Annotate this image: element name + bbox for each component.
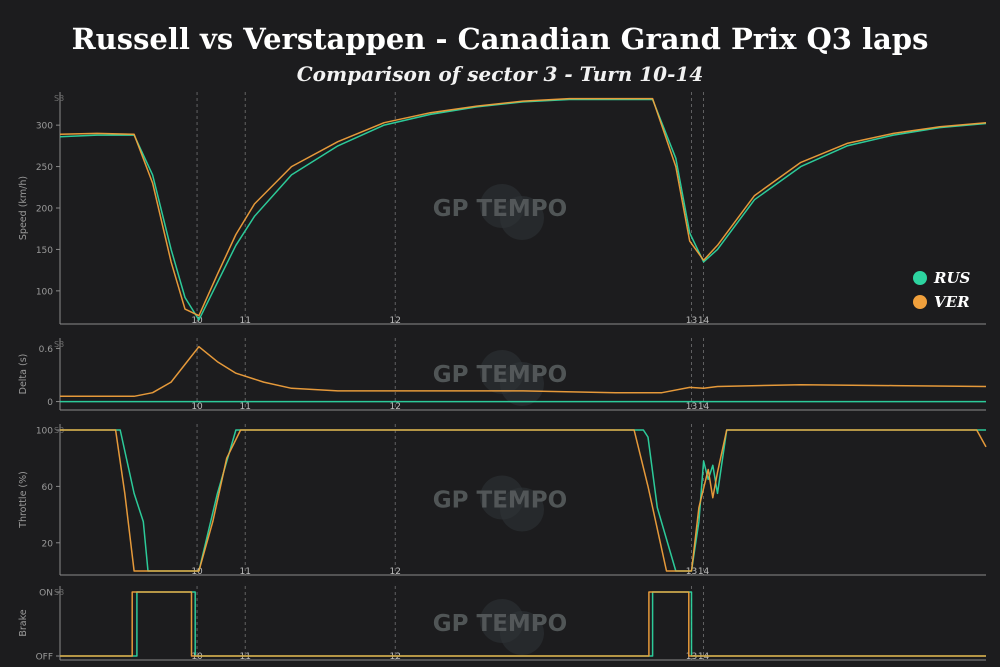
y-tick-label: 0.6: [39, 345, 54, 355]
turn-marker-label: 14: [698, 567, 710, 577]
turn-marker-label: 10: [191, 316, 203, 326]
chart-subtitle: Comparison of sector 3 - Turn 10-14: [296, 62, 704, 86]
turn-marker-label: 14: [698, 316, 710, 326]
watermark-circle: [500, 196, 544, 240]
watermark-text: GP TEMPO: [433, 362, 567, 388]
series-line-ver: [60, 591, 986, 657]
y-tick-label: 300: [36, 122, 53, 132]
y-tick-label: 20: [42, 539, 54, 549]
turn-marker-label: 11: [239, 567, 250, 577]
y-axis-label: Delta (s): [18, 354, 29, 395]
y-axis-label: Brake: [18, 609, 29, 636]
y-tick-label: 100: [36, 287, 53, 297]
turn-marker-label: 14: [698, 402, 710, 412]
turn-marker-label: 12: [389, 402, 400, 412]
turn-marker-label: 10: [191, 567, 203, 577]
series-line-ver: [60, 429, 987, 572]
y-axis-label: Speed (km/h): [18, 176, 29, 240]
series-line-rus: [59, 98, 987, 321]
watermark-text: GP TEMPO: [433, 196, 567, 222]
legend-marker-ver: [913, 295, 927, 309]
watermark-text: GP TEMPO: [433, 611, 567, 637]
watermark-circle: [500, 487, 544, 532]
series-line-ver: [60, 345, 987, 398]
y-tick-label: 100: [36, 427, 53, 437]
turn-marker-label: 12: [389, 316, 400, 326]
turn-marker-label: 13: [686, 652, 697, 662]
watermark-circle: [500, 611, 544, 655]
turn-marker-label: 11: [239, 316, 250, 326]
sector-label: S3: [54, 340, 64, 349]
turn-marker-label: 13: [686, 567, 697, 577]
y-tick-label: 0: [47, 398, 53, 408]
sector-label: S3: [54, 94, 64, 103]
y-tick-label: 60: [42, 483, 54, 493]
y-tick-label: 150: [36, 246, 53, 256]
series-line-rus: [60, 429, 986, 572]
turn-marker-label: 11: [239, 402, 250, 412]
legend-marker-rus: [913, 271, 927, 285]
turn-marker-label: 12: [389, 567, 400, 577]
legend-label-rus: RUS: [933, 269, 971, 287]
chart-title: Russell vs Verstappen - Canadian Grand P…: [71, 22, 929, 56]
series-line-ver: [59, 97, 987, 317]
turn-marker-label: 13: [686, 402, 697, 412]
watermark-text: GP TEMPO: [433, 488, 567, 514]
turn-marker-label: 10: [191, 402, 203, 412]
y-tick-label: OFF: [36, 653, 53, 663]
watermark-circle: [500, 362, 544, 406]
turn-marker-label: 11: [239, 652, 250, 662]
y-tick-label: 250: [36, 163, 53, 173]
y-tick-label: 200: [36, 205, 53, 215]
legend-label-ver: VER: [934, 293, 970, 311]
turn-marker-label: 14: [698, 652, 710, 662]
y-axis-label: Throttle (%): [18, 471, 29, 529]
turn-marker-label: 13: [686, 316, 697, 326]
turn-marker-label: 10: [191, 652, 203, 662]
turn-marker-label: 12: [389, 652, 400, 662]
y-tick-label: ON: [39, 589, 53, 599]
